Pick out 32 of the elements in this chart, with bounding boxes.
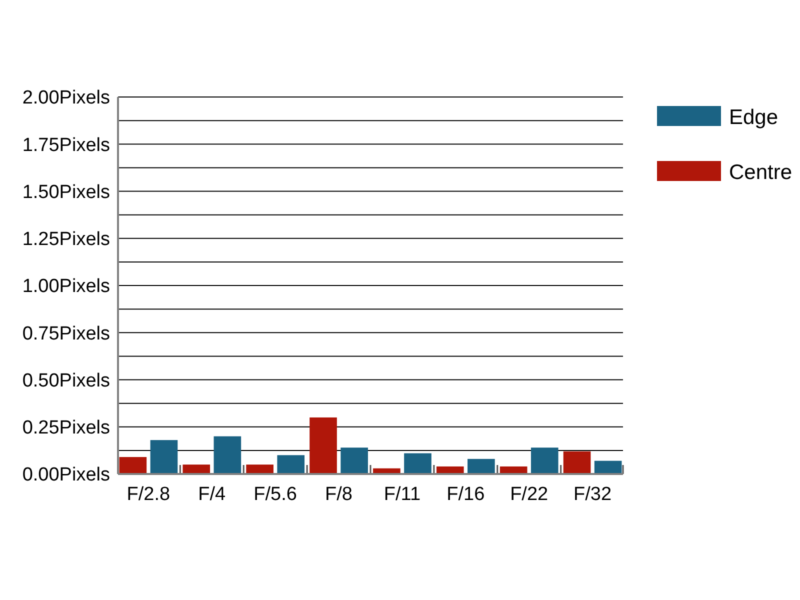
y-tick-label: 0.00Pixels xyxy=(22,464,110,486)
y-tick-label: 1.25Pixels xyxy=(22,229,110,250)
bar xyxy=(310,417,337,474)
x-tick-label: F/22 xyxy=(510,484,548,505)
legend-label: Centre xyxy=(729,161,792,184)
bar xyxy=(119,457,147,474)
bar xyxy=(563,451,591,474)
bar xyxy=(340,448,368,474)
y-tick-label: 0.75Pixels xyxy=(22,323,110,344)
y-tick-label: 1.50Pixels xyxy=(22,182,110,203)
bar xyxy=(404,453,432,474)
y-tick-label: 2.00Pixels xyxy=(22,88,110,109)
x-tick-label: F/2.8 xyxy=(126,484,170,505)
bar xyxy=(530,448,558,474)
bar xyxy=(182,464,210,474)
x-tick-label: F/4 xyxy=(198,484,226,505)
bar xyxy=(594,460,622,474)
legend-label: Edge xyxy=(729,106,778,129)
bar xyxy=(150,440,178,474)
bar xyxy=(277,455,305,474)
bar xyxy=(468,458,495,474)
y-tick-label: 1.00Pixels xyxy=(22,276,110,298)
x-tick-label: F/16 xyxy=(446,484,485,505)
x-tick-label: F/11 xyxy=(384,484,421,505)
bar xyxy=(214,436,242,474)
y-tick-label: 1.75Pixels xyxy=(22,134,110,156)
x-tick-label: F/5.6 xyxy=(254,484,297,505)
y-tick-label: 0.25Pixels xyxy=(22,418,110,439)
y-tick-label: 0.50Pixels xyxy=(22,370,110,392)
x-tick-label: F/8 xyxy=(325,484,353,505)
x-tick-label: F/32 xyxy=(574,484,612,505)
bar xyxy=(246,464,274,474)
